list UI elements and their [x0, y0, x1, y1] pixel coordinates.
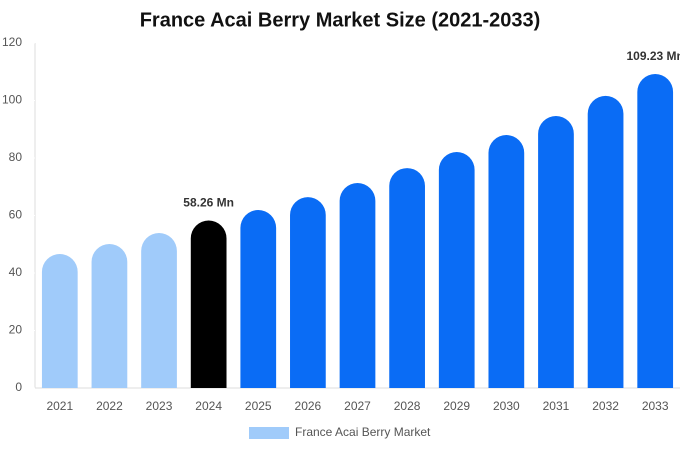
- bar: [240, 210, 277, 388]
- x-tick-label: 2026: [295, 399, 322, 413]
- y-tick-label: 120: [2, 35, 22, 49]
- bar: [91, 243, 128, 388]
- x-tick-label: 2031: [543, 399, 570, 413]
- bar: [190, 220, 227, 388]
- bar: [389, 168, 425, 388]
- x-tick-label: 2029: [443, 399, 470, 413]
- x-tick-label: 2027: [344, 399, 371, 413]
- bar: [438, 151, 475, 388]
- y-tick-label: 0: [15, 380, 22, 394]
- y-tick-label: 40: [9, 265, 23, 279]
- y-tick-label: 20: [9, 323, 23, 337]
- legend-label: France Acai Berry Market: [295, 425, 431, 439]
- data-label: 58.26 Mn: [183, 196, 234, 210]
- bar: [290, 197, 326, 388]
- chart-title: France Acai Berry Market Size (2021-2033…: [140, 9, 541, 31]
- x-tick-label: 2025: [245, 399, 272, 413]
- y-tick-label: 100: [2, 93, 22, 107]
- bar: [339, 183, 376, 388]
- bar: [637, 73, 674, 388]
- y-tick-label: 80: [9, 150, 23, 164]
- x-tick-label: 2028: [394, 399, 421, 413]
- x-tick-label: 2032: [592, 399, 619, 413]
- x-tick-label: 2022: [96, 399, 123, 413]
- bar: [488, 135, 525, 388]
- x-tick-label: 2024: [195, 399, 222, 413]
- y-tick-label: 60: [9, 208, 23, 222]
- x-tick-label: 2021: [46, 399, 73, 413]
- legend-swatch: [249, 427, 289, 439]
- data-label: 109.23 Mn: [627, 49, 680, 63]
- x-tick-label: 2030: [493, 399, 520, 413]
- x-tick-label: 2033: [642, 399, 669, 413]
- bar: [538, 116, 574, 389]
- x-tick-label: 2023: [146, 399, 173, 413]
- bar: [587, 95, 624, 388]
- bar: [141, 233, 177, 388]
- bar: [41, 254, 78, 388]
